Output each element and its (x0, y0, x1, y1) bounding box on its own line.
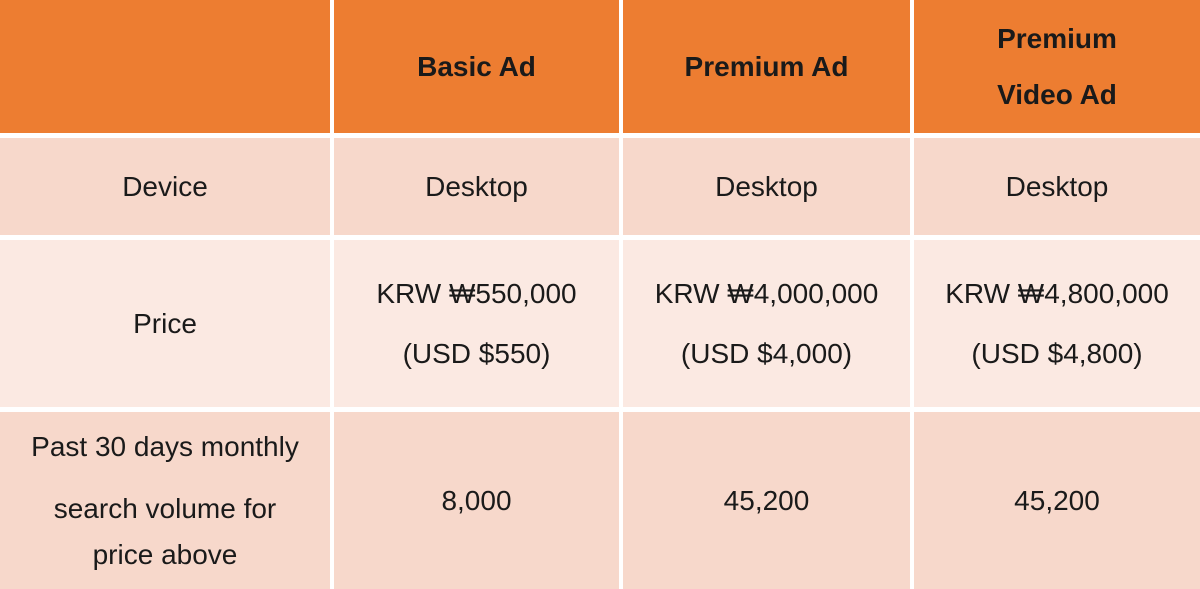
price-basic-usd: (USD $550) (402, 337, 551, 369)
search-volume-label-line1: Past 30 days monthly (31, 430, 299, 462)
device-premium-value: Desktop (715, 170, 818, 202)
device-premium-cell: Desktop (623, 138, 910, 235)
search-volume-premium-value: 45,200 (723, 484, 810, 516)
search-volume-label-line2: search volume for (53, 492, 277, 524)
price-basic-cell: KRW ₩550,000 (USD $550) (334, 240, 619, 407)
price-premium-cell: KRW ₩4,000,000 (USD $4,000) (623, 240, 910, 407)
search-volume-premium-cell: 45,200 (623, 412, 910, 589)
price-row-label: Price (133, 307, 197, 339)
row-price-label-cell: Price (0, 240, 330, 407)
price-basic-krw: KRW ₩550,000 (376, 277, 577, 309)
price-premium-video-usd: (USD $4,800) (971, 337, 1143, 369)
header-premium-video-line1: Premium (997, 22, 1117, 54)
device-premium-video-value: Desktop (1005, 170, 1109, 202)
price-premium-video-value: KRW ₩4,800,000 (USD $4,800) (945, 276, 1169, 372)
price-premium-usd: (USD $4,000) (680, 337, 853, 369)
price-premium-krw: KRW ₩4,000,000 (654, 277, 879, 309)
header-cell-premium-ad: Premium Ad (623, 0, 910, 133)
search-volume-basic-cell: 8,000 (334, 412, 619, 589)
header-cell-basic-ad: Basic Ad (334, 0, 619, 133)
header-basic-ad-label: Basic Ad (417, 50, 536, 82)
device-row-label: Device (122, 170, 208, 202)
price-basic-value: KRW ₩550,000 (USD $550) (376, 276, 576, 372)
device-basic-cell: Desktop (334, 138, 619, 235)
header-premium-video-ad-label: Premium Video Ad (997, 21, 1117, 113)
price-premium-video-krw: KRW ₩4,800,000 (945, 277, 1169, 309)
search-volume-basic-value: 8,000 (441, 484, 512, 516)
header-premium-video-line2: Video Ad (997, 78, 1117, 110)
search-volume-row-label: Past 30 days monthly search volume for p… (31, 429, 299, 573)
search-volume-premium-video-value: 45,200 (1014, 484, 1100, 516)
header-cell-premium-video-ad: Premium Video Ad (914, 0, 1200, 133)
search-volume-label-line3: price above (92, 538, 238, 570)
price-premium-video-cell: KRW ₩4,800,000 (USD $4,800) (914, 240, 1200, 407)
row-search-volume-label-cell: Past 30 days monthly search volume for p… (0, 412, 330, 589)
device-premium-video-cell: Desktop (914, 138, 1200, 235)
device-basic-value: Desktop (425, 170, 528, 202)
search-volume-premium-video-cell: 45,200 (914, 412, 1200, 589)
header-premium-ad-label: Premium Ad (684, 50, 849, 82)
price-premium-value: KRW ₩4,000,000 (USD $4,000) (655, 276, 879, 372)
row-device-label-cell: Device (0, 138, 330, 235)
header-cell-blank (0, 0, 330, 133)
